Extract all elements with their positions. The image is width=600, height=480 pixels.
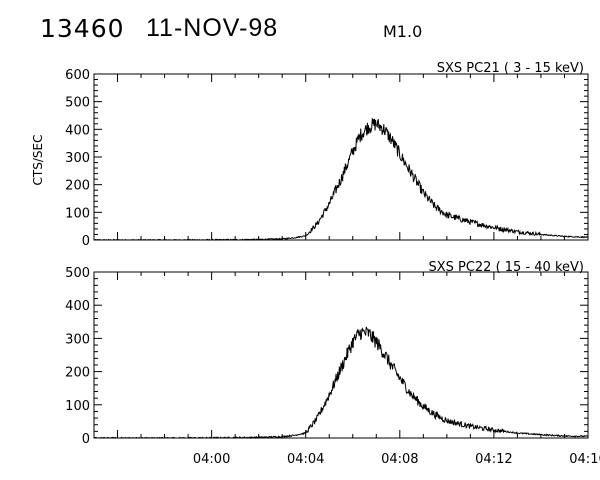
event-id: 13460 (40, 14, 125, 43)
x-tick-label: 04:08 (381, 452, 418, 467)
x-tick-label: 04:12 (475, 452, 512, 467)
y-tick-label: 400 (65, 123, 90, 138)
series-line (93, 326, 589, 439)
x-tick-label: 04:00 (193, 452, 230, 467)
y-tick-label: 200 (65, 179, 90, 194)
y-tick-label: 400 (65, 299, 90, 314)
y-tick-label: 100 (65, 206, 90, 221)
x-tick-label: 04:04 (287, 452, 324, 467)
plot-frame (93, 73, 589, 241)
y-tick-label: 300 (65, 151, 90, 166)
observation-date: 11-NOV-98 (146, 14, 279, 42)
x-tick-label: 04:16 (569, 452, 600, 467)
y-tick-label: 500 (65, 96, 90, 111)
panel-title: SXS PC21 ( 3 - 15 keV) (437, 61, 584, 76)
y-tick-label: 300 (65, 332, 90, 347)
y-axis-label: CTS/SEC (31, 135, 45, 186)
y-tick-label: 500 (65, 266, 90, 281)
series-line (93, 118, 589, 241)
panel-title: SXS PC22 ( 15 - 40 keV) (428, 260, 584, 275)
y-tick-label: 0 (82, 234, 90, 249)
flare-class: M1.0 (383, 22, 423, 41)
plot-frame (93, 271, 589, 439)
y-tick-label: 200 (65, 366, 90, 381)
y-tick-label: 0 (82, 432, 90, 447)
y-tick-label: 100 (65, 399, 90, 414)
y-tick-label: 600 (65, 68, 90, 83)
